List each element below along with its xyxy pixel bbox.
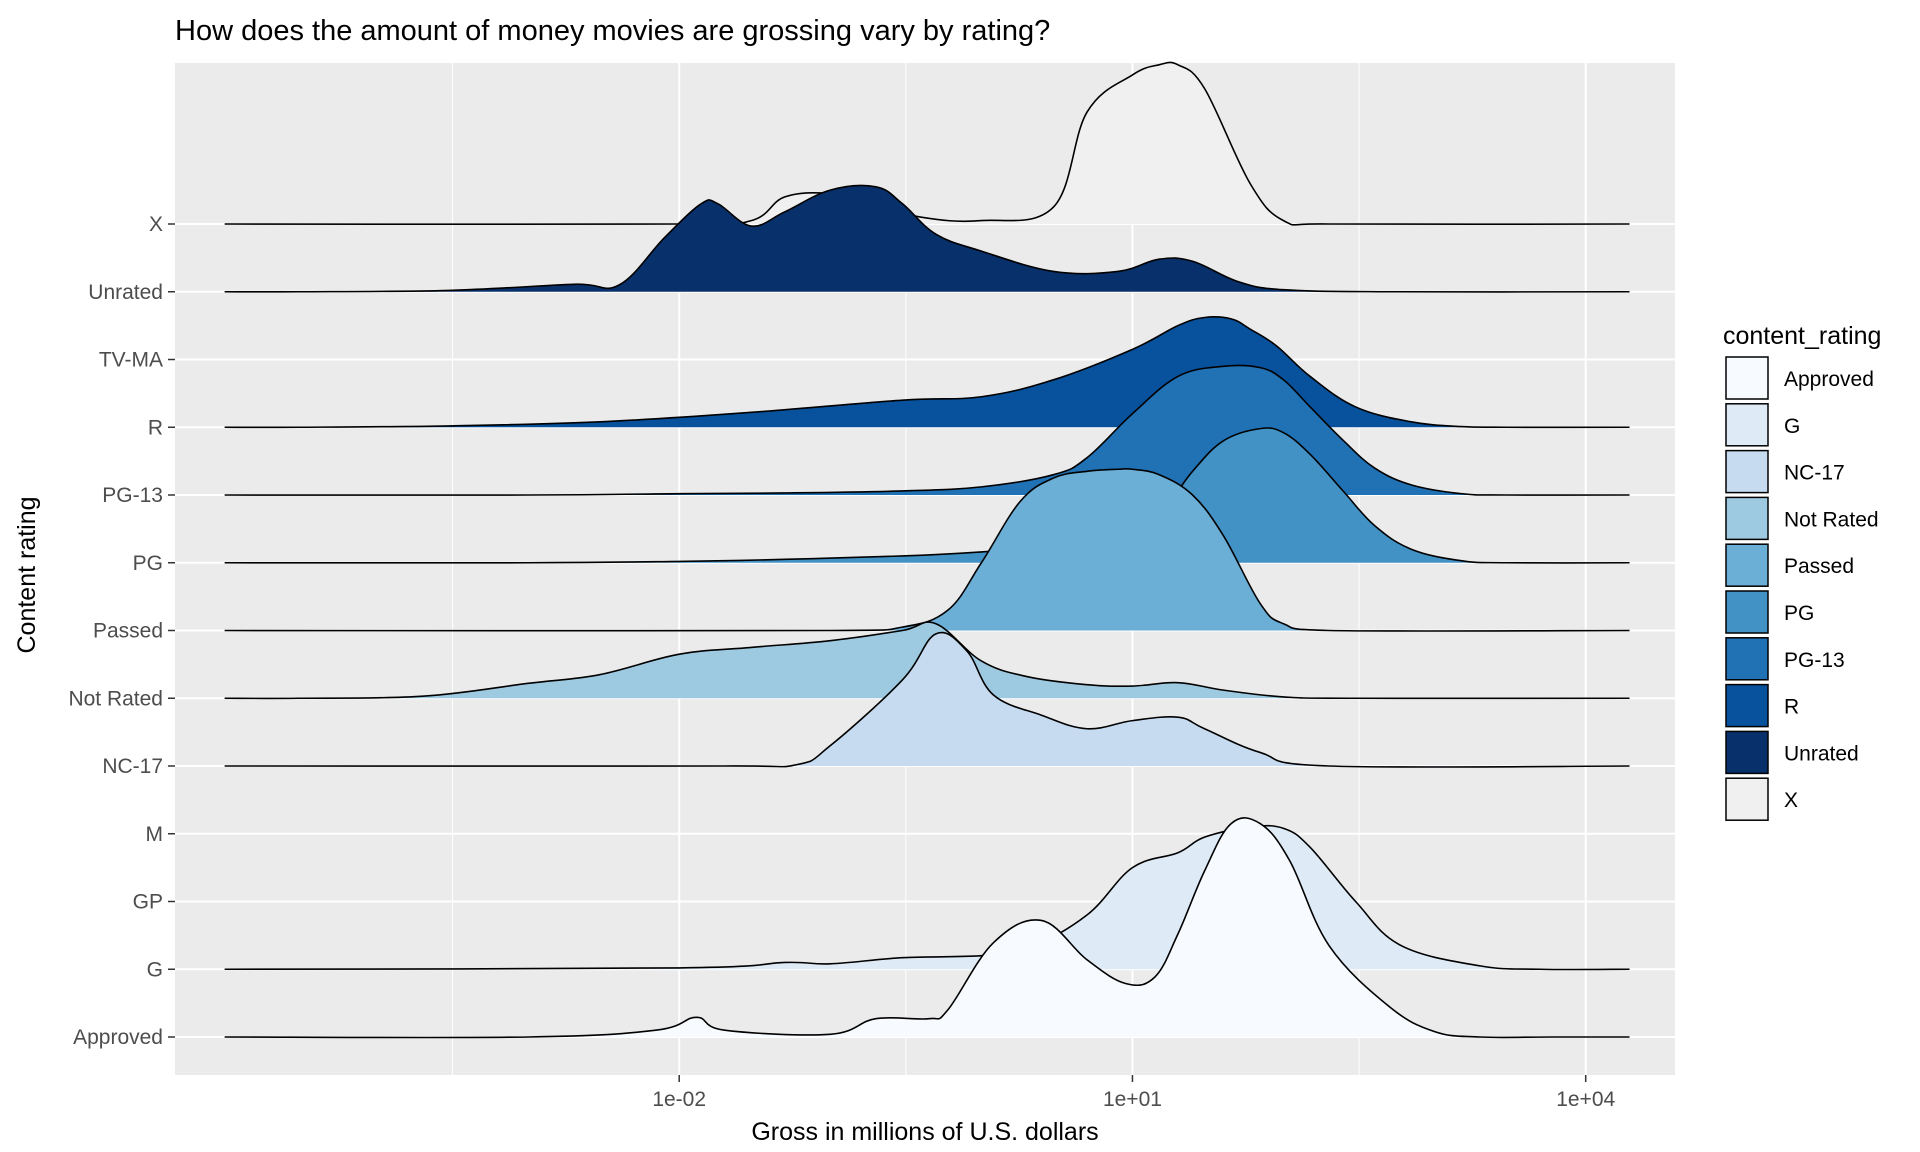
ridge-nc-17 [224,631,1630,768]
legend-label: Unrated [1784,742,1859,765]
ridge-outline [224,364,1630,496]
legend-swatch [1725,637,1769,681]
ridge-x [224,61,1630,226]
y-tick-label: Passed [93,620,163,643]
ridge-outline [224,824,1630,971]
x-tick-label: 1e+01 [1103,1088,1162,1111]
y-tick-label: PG-13 [102,484,163,507]
ridge-fill [224,817,1630,1038]
legend-item: R [1725,683,1799,728]
legend-label: PG-13 [1784,649,1845,672]
legend-swatch [1725,730,1769,775]
legend-swatch [1725,543,1769,587]
y-axis-title: Content rating [13,496,41,653]
legend-label: Passed [1784,555,1854,578]
y-tick-label: M [146,823,164,846]
legend-swatch [1725,403,1769,447]
ridge-unrated [224,184,1630,293]
y-tick-label: Not Rated [68,687,163,710]
legend: content_rating Approved G NC-17 Not Rated Pa… [1723,322,1881,821]
legend-item: X [1725,777,1798,821]
legend-item: Unrated [1725,730,1859,775]
legend-swatch [1725,777,1769,821]
ridge-outline [224,184,1630,293]
legend-item: Not Rated [1725,496,1879,541]
ridge-fill [224,427,1630,563]
y-tick-label: NC-17 [102,755,163,778]
x-axis: 1e-02 1e+01 1e+04 [652,1075,1616,1111]
legend-swatch [1725,449,1769,494]
y-axis: Approved G GP M NC-17 Not Rated Passed PG PG-13 R… [68,213,175,1049]
legend-swatch [1725,356,1769,400]
y-tick-label: Approved [73,1026,163,1049]
ridge-outline [224,316,1630,429]
legend-swatch [1725,590,1769,634]
ridge-outline [224,467,1630,632]
ridge-outline [224,817,1630,1039]
legend-swatch [1725,496,1769,541]
legend-label: G [1784,415,1800,438]
ridge-outline [224,631,1630,768]
legend-item: PG-13 [1725,637,1845,681]
x-axis-title: Gross in millions of U.S. dollars [751,1118,1098,1146]
legend-item: G [1725,403,1800,447]
ridge-approved [224,817,1630,1039]
ridge-passed [224,467,1630,632]
y-tick-label: GP [133,891,163,914]
legend-swatch [1725,683,1769,728]
legend-item: Approved [1725,356,1874,400]
legend-label: NC-17 [1784,462,1845,485]
legend-label: R [1784,696,1799,719]
y-tick-label: R [148,416,163,439]
y-tick-label: G [147,958,163,981]
x-tick-label: 1e-02 [652,1088,706,1111]
legend-title: content_rating [1723,322,1881,350]
ridge-outline [224,61,1630,226]
ridges [224,61,1630,1039]
legend-label: Approved [1784,368,1874,391]
ridge-outline [224,621,1630,700]
chart-title: How does the amount of money movies are … [175,15,1050,47]
legend-item: PG [1725,590,1814,634]
ridge-fill [224,185,1630,292]
y-tick-label: X [149,213,163,236]
ridge-fill [224,632,1630,768]
y-tick-label: PG [133,552,163,575]
legend-label: Not Rated [1784,508,1879,531]
y-tick-label: TV-MA [99,349,163,372]
y-tick-label: Unrated [88,281,163,304]
plot-panel [175,63,1675,1075]
legend-item: Passed [1725,543,1854,587]
x-tick-label: 1e+04 [1556,1088,1615,1111]
legend-label: PG [1784,602,1814,625]
legend-item: NC-17 [1725,449,1845,494]
legend-label: X [1784,789,1798,812]
